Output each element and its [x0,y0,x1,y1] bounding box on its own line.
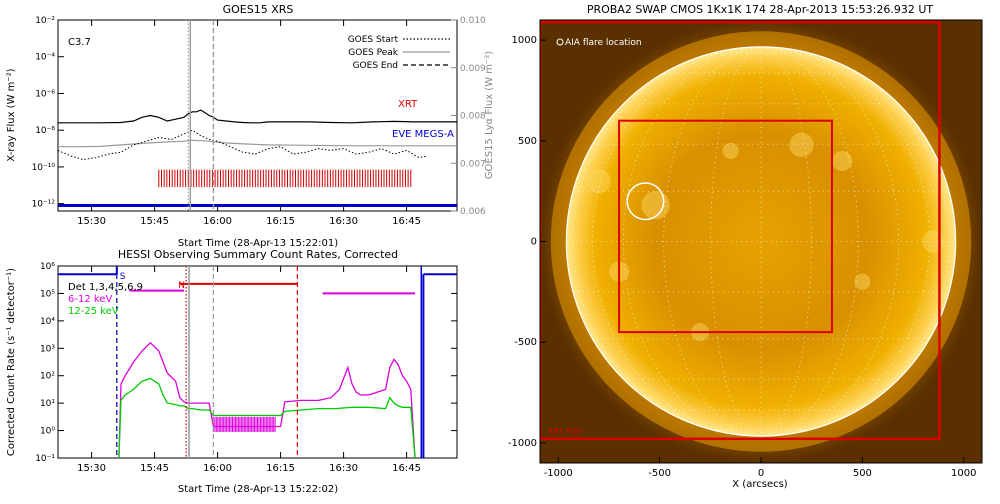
goes-legend-label: GOES End [353,61,398,71]
series-label-xrt: XRT [398,99,418,110]
goes-y2-tick-label: 0.007 [460,159,486,169]
longitude-grid-line [760,46,930,437]
active-region-blob [586,168,611,194]
goes-legend: GOES Start GOES Peak GOES End [348,35,450,71]
hessi-y-tick-label: 10¹ [40,399,55,409]
hessi-x-tick-label: 15:45 [140,463,169,474]
longitude-grid-line [592,46,762,437]
swap-image-panel: PROBA2 SWAP CMOS 1Kx1K 174 28-Apr-2013 1… [508,3,983,490]
legend-12-25kev: 12-25 keV [68,306,119,317]
active-region-blob [922,230,945,253]
active-region-blob [789,132,814,158]
goes-legend-label: GOES Peak [348,48,398,58]
goes-xrs-panel: GOES15 XRS 15:30 15:45 16:00 16:15 16:30 16:4… [6,3,495,249]
goes-y-tick-label: 10⁻² [35,16,55,26]
hessi-series-line-0 [118,341,416,458]
active-region-blob [854,273,871,290]
hessi-x-tick-label: 16:15 [266,463,295,474]
swap-y-tick-label: 1000 [512,35,537,46]
aia-flare-location-circle [626,182,665,221]
series-label-eve: EVE MEGS-A [392,129,454,140]
swap-y-tick-label: 500 [518,136,537,147]
detector-label: Det 1,3,4,5,6,9 [68,282,143,293]
xrt-fov-box [540,20,941,441]
hessi-title: HESSI Observing Summary Count Rates, Cor… [118,248,398,261]
fov-box [618,119,833,334]
hessi-series-line-1 [118,377,416,458]
active-region-blob [641,191,670,220]
hessi-x-tick-label: 15:30 [77,463,106,474]
goes-y-tick-label: 10⁻⁴ [35,53,55,63]
goes-y2-tick-label: 0.006 [460,207,486,217]
aia-flare-location-label: AIA flare location [565,38,642,48]
hessi-frame [57,265,458,459]
swap-x-tick-label: 1000 [951,468,976,479]
swap-y-tick-label: -1000 [508,438,537,449]
goes-y-tick-label: 10⁻¹² [32,200,56,210]
goes-x-tick-label: 16:15 [266,216,295,227]
goes-y2-tick-label: 0.008 [460,112,486,122]
hessi-y-tick-label: 10³ [40,344,55,354]
xrt-fov-label: XRT FOV [548,427,583,436]
hessi-axes: 15:30 15:45 16:00 16:15 16:30 16:45 10⁶ 10⁵ 10⁴ 1… [35,262,457,474]
goes-y-tick-label: 10⁻⁶ [35,89,55,99]
hessi-y-tick-label: 10² [40,372,55,382]
swap-axes: -1000 -500 0 500 1000 1000 500 0 -500 -1000 [508,35,977,479]
active-region-blob [722,142,739,159]
hessi-y-tick-label: 10⁵ [40,289,55,299]
hessi-ylabel: Corrected Count Rate (s⁻¹ detector⁻¹) [6,268,17,456]
longitude-grid-line [760,46,950,437]
longitude-grid-line [572,46,762,437]
goes-x-tick-label: 16:00 [203,216,232,227]
swap-y-tick-label: -500 [514,337,537,348]
goes-xrs-title: GOES15 XRS [223,3,294,16]
goes-y2-tick-label: 0.010 [460,16,486,26]
goes-series-line-0 [58,109,457,124]
swap-x-tick-label: -1000 [544,468,573,479]
longitude-grid-line [760,46,859,437]
goes-y-tick-label: 10⁻¹⁰ [32,163,56,173]
swap-x-tick-label: -500 [648,468,671,479]
goes-class-label: C3.7 [68,37,91,48]
swap-x-tick-label: 500 [853,468,872,479]
goes-xrs-ylabel: X-ray Flux (W m⁻²) [6,68,17,161]
hessi-xlabel: Start Time (28-Apr-13 15:22:02) [178,484,338,495]
goes-xrs-plot-area [58,20,457,211]
flag-label-s: S [120,272,126,282]
goes-x-tick-label: 16:45 [392,216,421,227]
active-region-blob [831,150,853,172]
goes-x-tick-label: 16:30 [329,216,358,227]
goes-legend-label: GOES Start [348,35,399,45]
hessi-y-tick-label: 10⁴ [40,317,55,327]
goes-x-tick-label: 15:45 [140,216,169,227]
goes-xrs-axes: 15:30 15:45 16:00 16:15 16:30 16:45 10⁻² 10⁻⁴ 10… [32,16,486,227]
hessi-x-tick-label: 16:45 [392,463,421,474]
aia-flare-location-marker [556,38,564,46]
goes-x-tick-label: 15:30 [77,216,106,227]
legend-6-12kev: 6-12 keV [68,294,112,305]
goes-xrs-xlabel: Start Time (28-Apr-13 15:22:01) [178,238,338,249]
hessi-x-tick-label: 16:00 [203,463,232,474]
hessi-panel: HESSI Observing Summary Count Rates, Cor… [6,248,458,495]
swap-xlabel: X (arcsecs) [732,479,788,490]
swap-image-area [540,20,972,452]
hessi-y-tick-label: 10⁻¹ [35,454,55,464]
hessi-y-tick-label: 10⁰ [40,427,55,437]
goes-y2-tick-label: 0.009 [460,64,486,74]
swap-title: PROBA2 SWAP CMOS 1Kx1K 174 28-Apr-2013 1… [587,3,934,16]
hessi-y-tick-label: 10⁶ [40,262,55,272]
goes-y-tick-label: 10⁻⁸ [35,126,55,136]
longitude-grid-line [663,46,762,437]
goes-series-line-1 [58,139,457,148]
swap-x-tick-label: 0 [758,468,764,479]
swap-y-tick-label: 0 [531,237,537,248]
goes-series-line-2 [58,129,428,161]
hessi-x-tick-label: 16:30 [329,463,358,474]
hessi-plot-area [58,266,457,458]
goes-lya-ylabel: GOES15 Lyα Flux (W m⁻²) [484,51,495,179]
flag-label-n: N [178,281,185,291]
